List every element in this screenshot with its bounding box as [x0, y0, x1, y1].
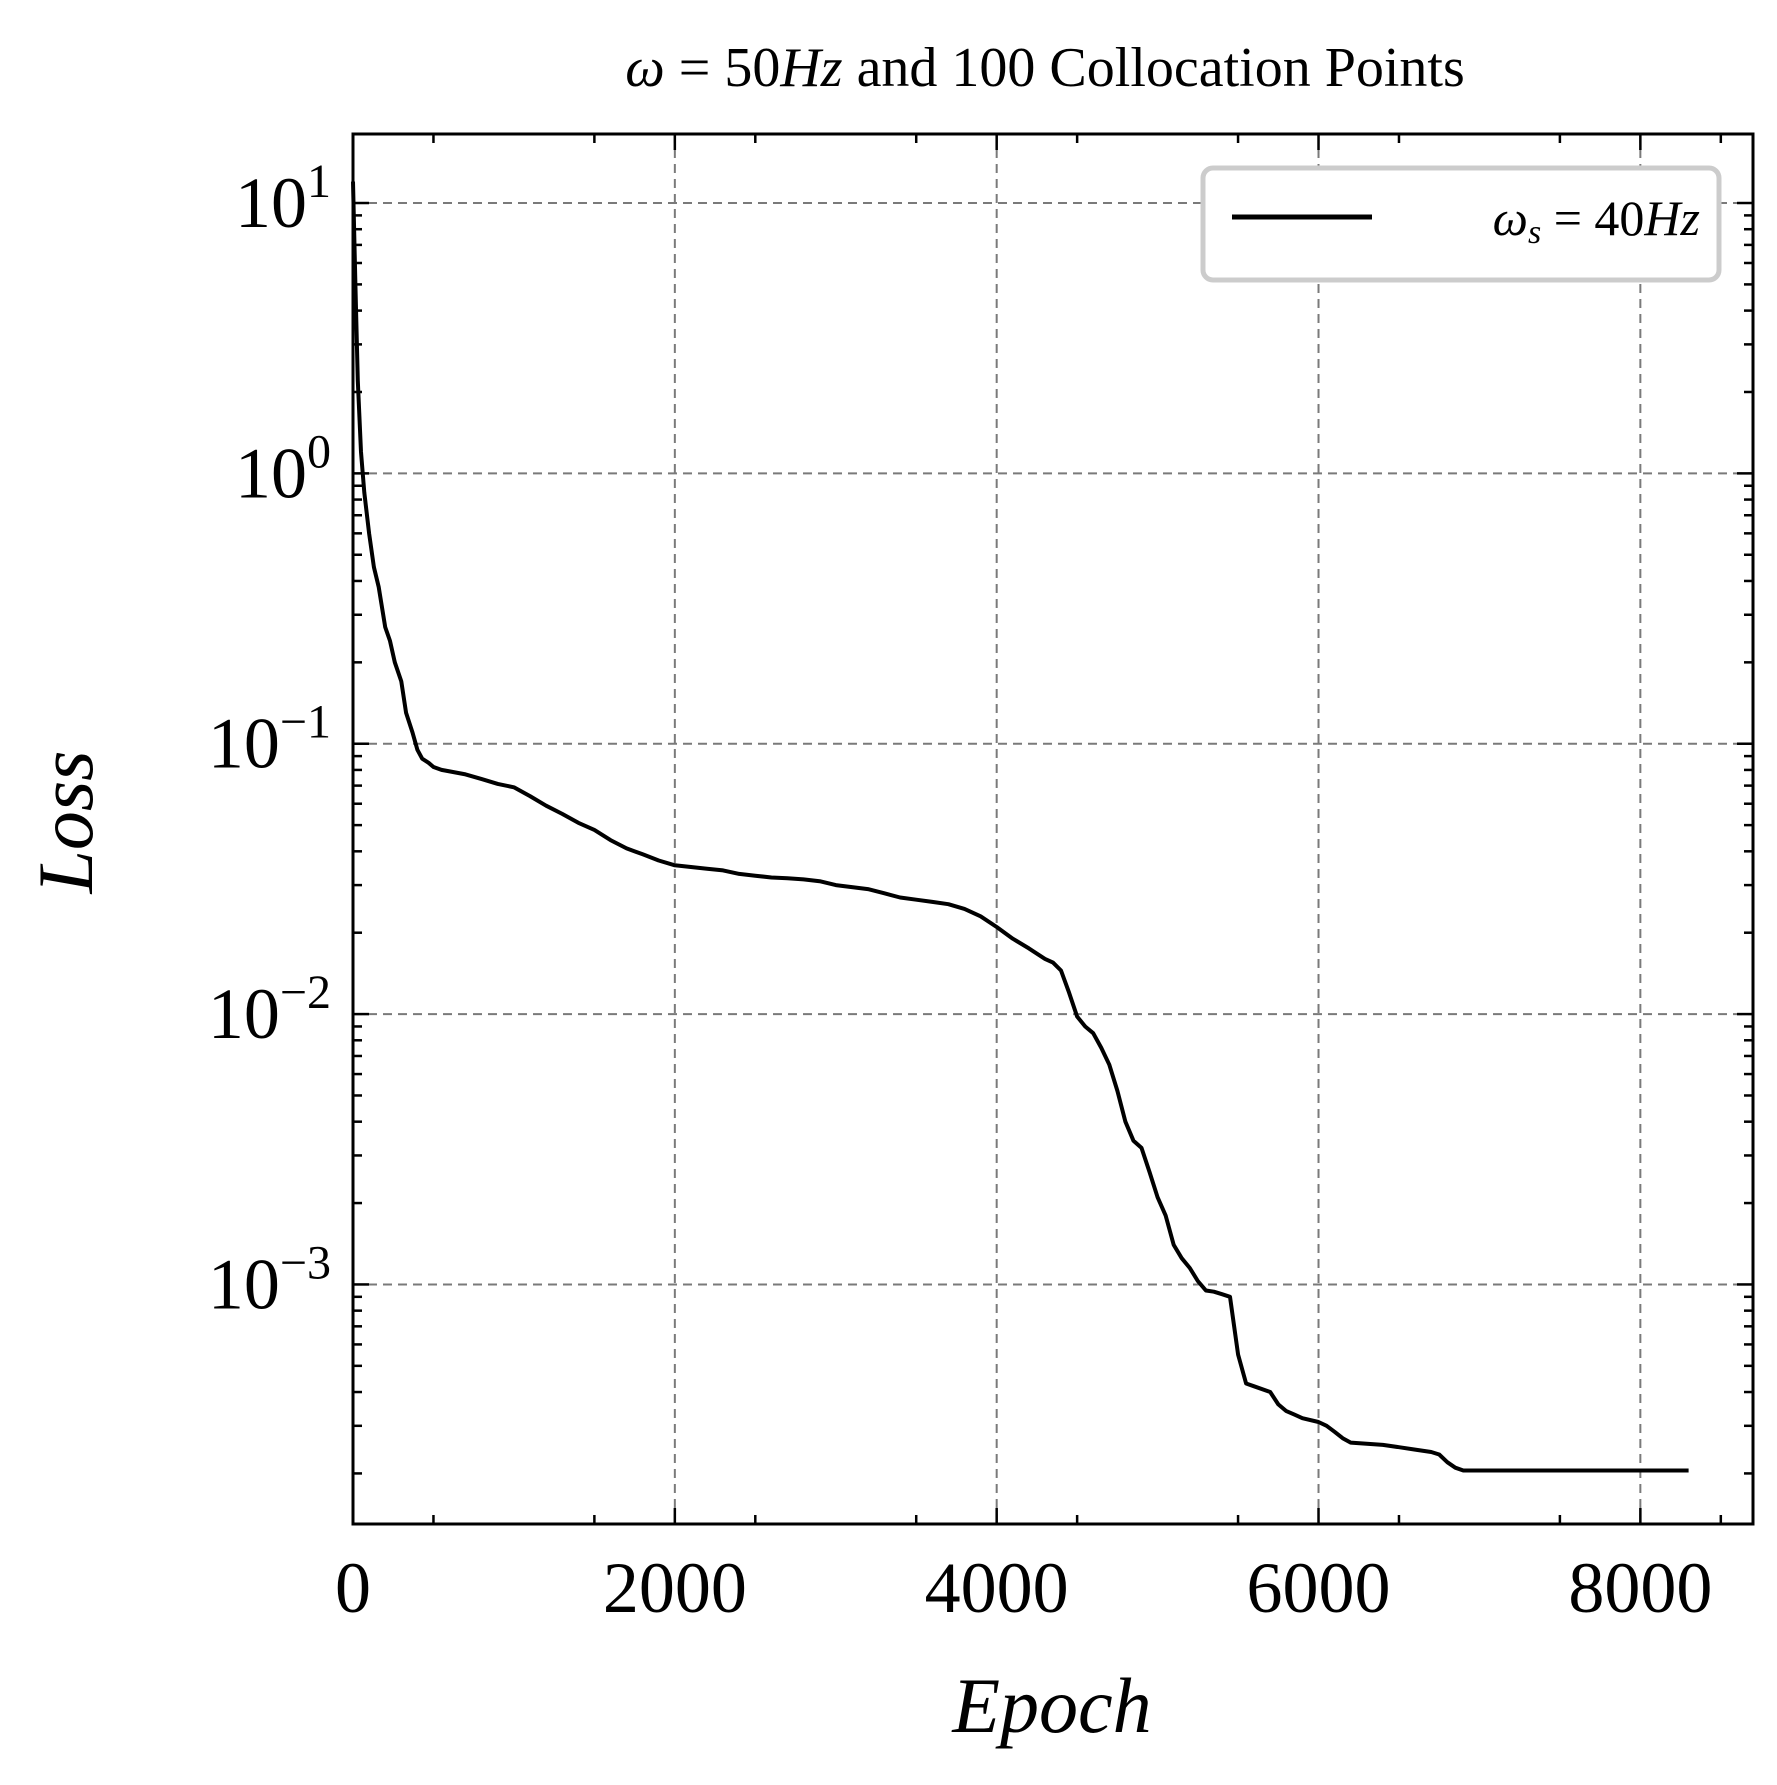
x-tick-label: 0: [335, 1548, 371, 1628]
loss-series-line: [351, 181, 1689, 1473]
legend-eq: =: [1541, 190, 1594, 246]
title-rest: and 100 Collocation Points: [843, 37, 1465, 99]
minor-tick-layer: [353, 134, 1753, 1524]
title-value: 50: [724, 37, 780, 99]
y-tick-label: 10−2: [208, 966, 331, 1054]
major-tick-layer: [351, 134, 1753, 1524]
x-tick-label: 4000: [925, 1548, 1069, 1628]
x-tick-labels: 0 2000 4000 6000 8000: [335, 1548, 1712, 1628]
legend-value: 40: [1594, 190, 1644, 246]
y-tick-base: 10: [235, 163, 307, 243]
title-unit: Hz: [779, 37, 842, 99]
y-tick-base: 10: [208, 1244, 280, 1324]
title-omega: ω: [625, 37, 665, 99]
y-tick-exponent: 0: [307, 425, 331, 478]
x-tick-label: 6000: [1247, 1548, 1391, 1628]
legend: ωs = 40Hz: [1200, 165, 1722, 283]
legend-box: [1200, 165, 1722, 283]
y-axis-label: Loss: [22, 750, 109, 894]
title-eq: =: [665, 37, 725, 99]
y-tick-label: 101: [235, 155, 331, 243]
legend-subscript: s: [1528, 214, 1541, 251]
x-tick-label: 2000: [603, 1548, 747, 1628]
x-axis-label: Epoch: [951, 1662, 1151, 1749]
y-tick-exponent: −2: [280, 966, 331, 1019]
chart-title: ω = 50Hz and 100 Collocation Points: [625, 37, 1465, 99]
legend-entry-label: ωs = 40Hz: [1493, 190, 1700, 251]
y-tick-label: 10−1: [208, 696, 331, 784]
y-tick-base: 10: [208, 974, 280, 1054]
y-tick-label: 100: [235, 425, 331, 513]
y-tick-base: 10: [208, 704, 280, 784]
grid-layer: [353, 134, 1753, 1524]
y-tick-label: 10−3: [208, 1236, 331, 1324]
legend-unit: Hz: [1643, 190, 1700, 246]
y-tick-exponent: 1: [307, 155, 331, 208]
y-tick-base: 10: [235, 433, 307, 513]
y-tick-exponent: −3: [280, 1236, 331, 1289]
plot-frame: [351, 132, 1755, 1526]
legend-symbol: ω: [1493, 190, 1528, 246]
x-tick-label: 8000: [1568, 1548, 1712, 1628]
y-tick-exponent: −1: [280, 696, 331, 749]
